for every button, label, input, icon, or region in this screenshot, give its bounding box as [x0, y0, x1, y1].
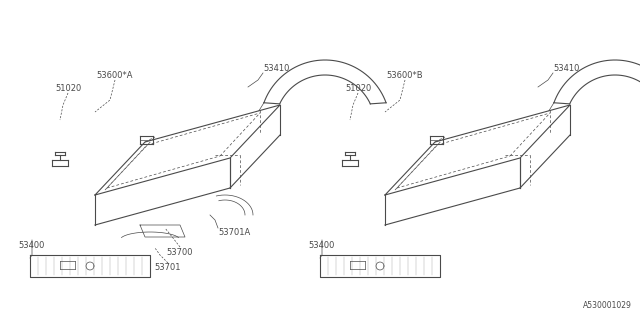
- Text: 53410: 53410: [553, 63, 579, 73]
- Text: 53410: 53410: [263, 63, 289, 73]
- Text: 53701: 53701: [155, 263, 181, 273]
- Text: 51020: 51020: [55, 84, 81, 92]
- Text: 53600*B: 53600*B: [387, 70, 423, 79]
- Text: 51020: 51020: [345, 84, 371, 92]
- Text: 53400: 53400: [309, 241, 335, 250]
- Text: 53701A: 53701A: [218, 228, 250, 236]
- Text: 53400: 53400: [19, 241, 45, 250]
- Text: 53600*A: 53600*A: [97, 70, 133, 79]
- Text: 53700: 53700: [167, 247, 193, 257]
- Text: A530001029: A530001029: [583, 301, 632, 310]
